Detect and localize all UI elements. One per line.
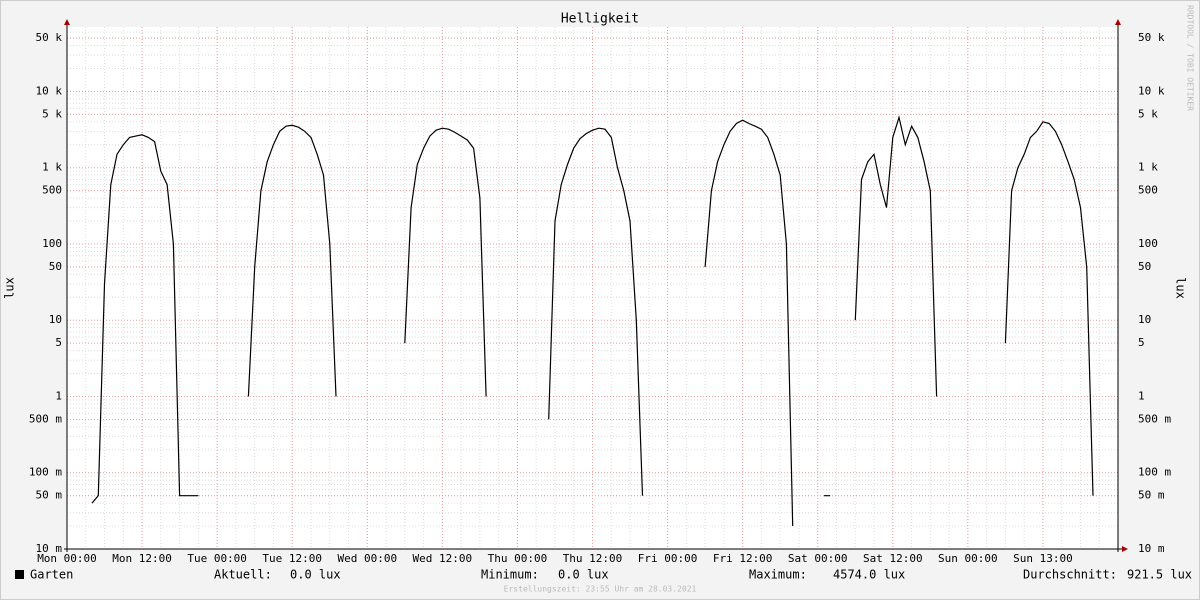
y-tick-label: 1 [55,389,62,402]
y-tick-label: 5 [55,336,62,349]
x-tick-label: Wed 12:00 [413,552,473,565]
x-tick-label: Sun 00:00 [938,552,998,565]
x-tick-label: Thu 00:00 [488,552,548,565]
y2-tick-label: 500 [1138,184,1158,197]
y-tick-label: 50 m [36,489,63,502]
watermark: RRDTOOL / TOBI OETIKER [1186,5,1195,111]
y-tick-label: 50 [49,260,62,273]
axis-arrow [1115,19,1121,25]
y2-tick-label: 100 [1138,237,1158,250]
x-tick-label: Wed 00:00 [337,552,397,565]
y-tick-label: 10 [49,313,62,326]
y2-tick-label: 10 k [1138,84,1165,97]
y-tick-label: 5 k [42,107,62,120]
y2-tick-label: 100 m [1138,466,1171,479]
x-tick-label: Tue 12:00 [262,552,322,565]
x-tick-label: Sat 00:00 [788,552,848,565]
x-tick-label: Fri 12:00 [713,552,773,565]
stat-value: 921.5 lux [1127,568,1192,582]
y-tick-label: 100 m [29,466,62,479]
x-tick-label: Thu 12:00 [563,552,623,565]
stat-value: 4574.0 lux [833,568,905,582]
x-tick-label: Sat 12:00 [863,552,923,565]
axis-arrow [1122,546,1128,552]
axis-arrow [64,19,70,25]
y2-tick-label: 1 [1138,389,1145,402]
x-tick-label: Tue 00:00 [187,552,247,565]
stat-label: Durchschnitt: [1023,568,1117,582]
y2-tick-label: 5 k [1138,107,1158,120]
y-tick-label: 500 m [29,412,62,425]
legend-label: Garten [30,568,73,582]
y-axis-label: lux [3,277,17,299]
y-tick-label: 10 k [36,84,63,97]
x-tick-label: Sun 13:00 [1013,552,1073,565]
y2-tick-label: 5 [1138,336,1145,349]
stat-label: Maximum: [749,568,807,582]
y2-tick-label: 1 k [1138,161,1158,174]
stat-label: Aktuell: [214,568,272,582]
legend-swatch [15,570,24,579]
footer: Erstellungszeit: 23:55 Uhr am 28.03.2021 [504,585,697,594]
x-tick-label: Fri 00:00 [638,552,698,565]
stat-label: Minimum: [481,568,539,582]
y2-axis-label: lux [1174,277,1188,299]
y-tick-label: 1 k [42,161,62,174]
y2-tick-label: 500 m [1138,412,1171,425]
y-tick-label: 500 [42,184,62,197]
y2-tick-label: 10 [1138,313,1151,326]
x-tick-label: Mon 12:00 [112,552,172,565]
stat-value: 0.0 lux [558,568,609,582]
y-tick-label: 100 [42,237,62,250]
stat-value: 0.0 lux [290,568,341,582]
y2-tick-label: 50 m [1138,489,1165,502]
y2-tick-label: 50 k [1138,31,1165,44]
y-tick-label: 10 m [36,542,63,555]
y2-tick-label: 50 [1138,260,1151,273]
series-line [91,115,1094,527]
x-tick-label: Mon 00:00 [37,552,97,565]
y2-tick-label: 10 m [1138,542,1165,555]
chart-title: Helligkeit [561,12,639,27]
y-tick-label: 50 k [36,31,63,44]
